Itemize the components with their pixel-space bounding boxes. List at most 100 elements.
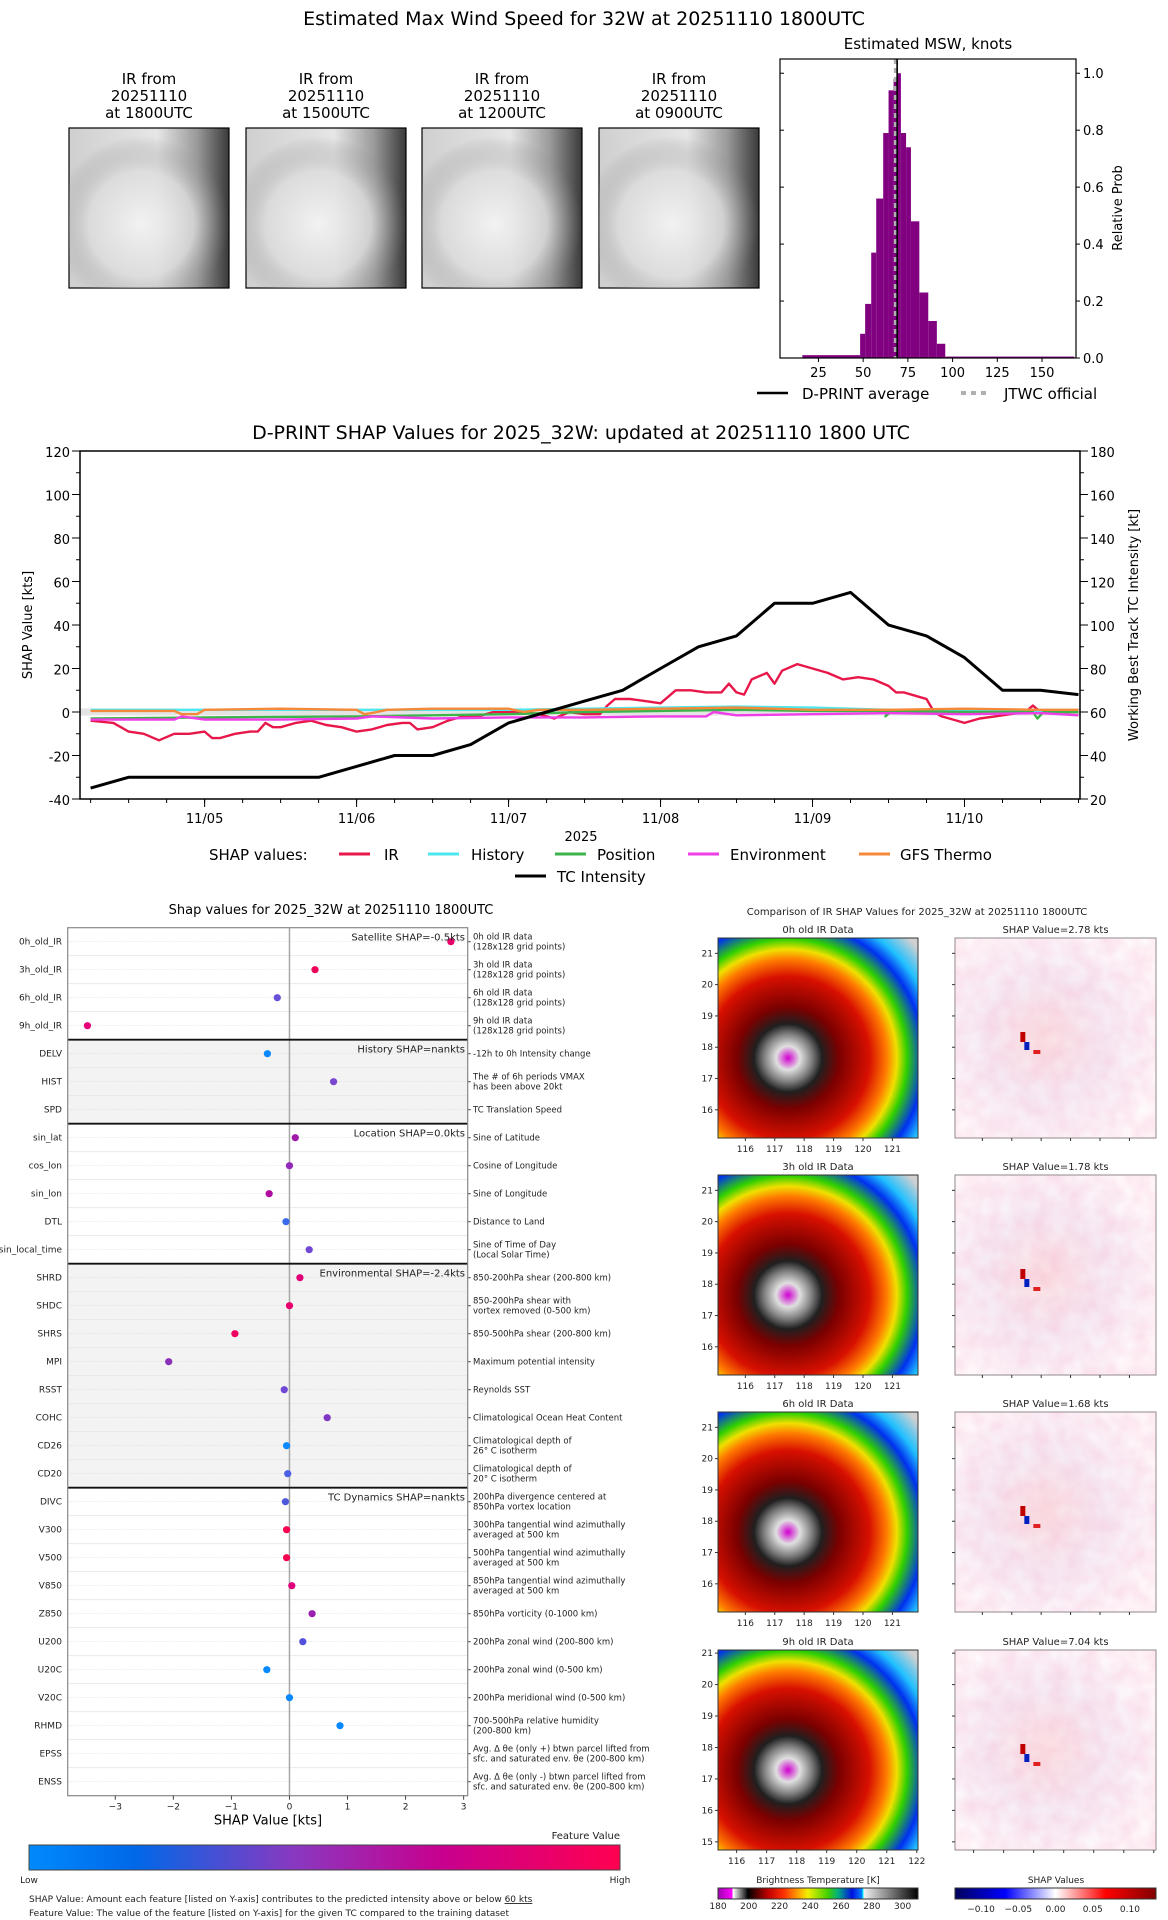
lat-tick-label: 18 (702, 1043, 714, 1053)
bt-tick-label: 300 (894, 1902, 911, 1912)
lat-tick-label: 21 (702, 1423, 713, 1433)
feature-label: V500 (39, 1554, 63, 1564)
feature-description: 200hPa zonal wind (0-500 km) (473, 1666, 603, 1676)
shap-positive-blob (1020, 1269, 1026, 1279)
feature-description: (128x128 grid points) (473, 1027, 565, 1037)
lon-tick-label: 120 (854, 1619, 871, 1629)
legend-label: TC Intensity (556, 868, 646, 886)
feature-description: 300hPa tangential wind azimuthally (473, 1521, 625, 1531)
feature-label: DIVC (40, 1498, 62, 1508)
feature-label: sin_local_time (0, 1246, 62, 1256)
y-tick-label: -40 (49, 794, 70, 809)
lon-tick-label: 116 (737, 1382, 754, 1392)
feature-description: Sine of Time of Day (473, 1241, 556, 1251)
lon-tick-label: 118 (796, 1619, 813, 1629)
feature-label: V20C (38, 1694, 62, 1704)
lon-tick-label: 118 (788, 1857, 805, 1867)
feature-label: 6h_old_IR (19, 994, 62, 1004)
feature-label: CD20 (37, 1470, 62, 1480)
lat-tick-label: 21 (702, 1186, 713, 1196)
x-tick-label: 0 (287, 1803, 293, 1813)
lat-tick-label: 16 (702, 1580, 714, 1590)
feature-dot-V20C (285, 1694, 294, 1702)
shap-colorbar-label: SHAP Values (1028, 1876, 1085, 1886)
ir-cloud-core (69, 128, 229, 288)
feature-description: (128x128 grid points) (473, 999, 565, 1009)
feature-dot-V300 (282, 1526, 291, 1534)
feature-description: The # of 6h periods VMAX (472, 1073, 585, 1083)
y-axis-label: SHAP Value [kts] (21, 571, 36, 679)
y-tick-label: 0.6 (1083, 181, 1104, 196)
feature-dot-U200 (299, 1638, 307, 1646)
feature-description: 3h old IR data (473, 961, 532, 971)
lon-tick-label: 118 (796, 1145, 813, 1155)
feature-description: (128x128 grid points) (473, 943, 565, 953)
feature-dot-U20C (263, 1666, 271, 1674)
lat-tick-label: 17 (702, 1075, 713, 1085)
scatter-frame (67, 927, 469, 1797)
x-axis-label: SHAP Value [kts] (214, 1814, 322, 1829)
lon-tick-label: 116 (737, 1145, 754, 1155)
ir-cloud-core (246, 128, 406, 288)
feature-dot-DELV (263, 1050, 272, 1058)
x-tick-label: −3 (109, 1803, 122, 1813)
lat-tick-label: 18 (702, 1743, 714, 1753)
lat-tick-label: 20 (702, 1455, 714, 1465)
ir-panel-title: 3h old IR Data (782, 1162, 853, 1173)
feature-dot-HIST (329, 1078, 338, 1086)
ir-brightness-image (717, 937, 919, 1139)
feature-label: HIST (41, 1078, 62, 1088)
series-line-ir (90, 662, 1079, 742)
feature-label: SHRS (38, 1330, 63, 1340)
thumbnail-label: at 1200UTC (458, 104, 546, 122)
lat-tick-label: 17 (702, 1549, 713, 1559)
feature-description: 500hPa tangential wind azimuthally (473, 1549, 625, 1559)
legend-label: Environment (730, 846, 826, 864)
comparison-row: 6h old IR Data SHAP Value=1.68 kts 16 17 18 1… (702, 1399, 1157, 1629)
thumbnail-label: at 1800UTC (105, 104, 193, 122)
feature-description: 200hPa meridional wind (0-500 km) (473, 1694, 625, 1704)
x-tick-label: −2 (167, 1803, 180, 1813)
x-tick-label: −1 (225, 1803, 238, 1813)
x-tick-label: 75 (900, 366, 917, 381)
shap-positive-blob (1020, 1032, 1026, 1042)
x-tick-label: 11/09 (794, 812, 831, 827)
x-axis-label: 2025 (564, 830, 597, 845)
thumbnail-label: IR from (299, 70, 354, 88)
shap-tick-label: 0.05 (1083, 1905, 1103, 1915)
lat-tick-label: 15 (702, 1838, 713, 1848)
lat-tick-label: 17 (702, 1312, 713, 1322)
feature-description: Cosine of Longitude (473, 1162, 557, 1172)
feature-description: 20° C isotherm (473, 1475, 537, 1485)
lon-tick-label: 117 (766, 1619, 783, 1629)
feature-dot-cos_lon (285, 1162, 294, 1170)
lat-tick-label: 16 (702, 1343, 714, 1353)
shap-heatmap-texture (955, 1412, 1156, 1612)
feature-dot-3h_old_IR (311, 966, 319, 974)
feature-dot-SHRD (296, 1274, 304, 1282)
lat-tick-label: 16 (702, 1806, 714, 1816)
x-tick-label: 11/08 (642, 812, 679, 827)
feature-dot-DIVC (281, 1498, 290, 1506)
histogram-bar (906, 147, 911, 358)
legend-label: IR (384, 846, 399, 864)
lon-tick-label: 121 (878, 1857, 895, 1867)
group-label: Location SHAP=0.0kts (354, 1129, 465, 1140)
histogram-bar (860, 333, 866, 358)
lat-tick-label: 18 (702, 1517, 714, 1527)
lon-tick-label: 122 (908, 1857, 925, 1867)
y2-tick-label: 20 (1090, 794, 1107, 809)
bt-tick-label: 200 (740, 1902, 757, 1912)
lon-tick-label: 120 (848, 1857, 865, 1867)
histogram-title: Estimated MSW, knots (844, 35, 1013, 53)
feature-description: TC Translation Speed (472, 1106, 562, 1116)
footnote-shap-text: SHAP Value: Amount each feature [listed … (29, 1895, 505, 1905)
lon-tick-label: 119 (825, 1145, 842, 1155)
feature-label: Z850 (39, 1610, 63, 1620)
histogram-bar (900, 133, 907, 358)
shap-negative-blob (1024, 1754, 1030, 1762)
group-label: History SHAP=nankts (357, 1045, 465, 1056)
colorbar-low-label: Low (20, 1876, 38, 1886)
lat-tick-label: 21 (702, 1649, 713, 1659)
